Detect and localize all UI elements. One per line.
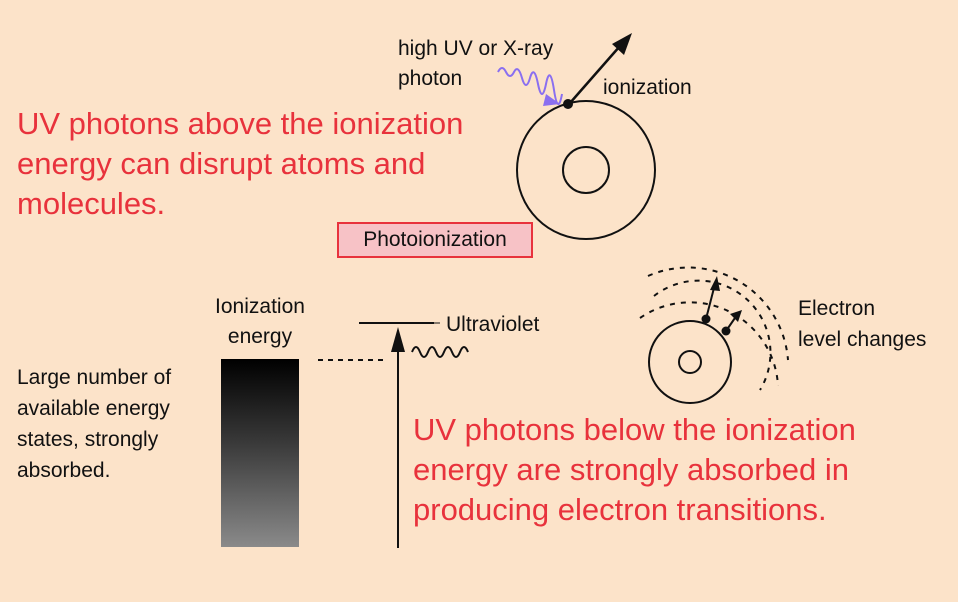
ultraviolet-label: Ultraviolet (446, 313, 540, 336)
electron-level-label: Electron level changes (798, 297, 927, 351)
photon-label: high UV or X-ray photon (398, 37, 554, 90)
energy-states-description: Large number of available energy states,… (17, 366, 172, 482)
ionization-label: ionization (603, 76, 692, 99)
ionization-arrow-head (612, 33, 632, 55)
atom-top-nucleus (562, 146, 610, 194)
dashed-level-1 (653, 279, 772, 391)
dashed-level-2 (639, 301, 779, 387)
energy-diagram (318, 322, 469, 548)
electron-arrow-2-head (730, 310, 742, 322)
atom-bottom (639, 266, 789, 404)
atom-bottom-nucleus (678, 350, 702, 374)
transition-arrow-head (391, 327, 405, 352)
dashed-level-3 (647, 266, 789, 361)
photon-wave-top (497, 67, 563, 105)
energy-states-bar (221, 359, 299, 547)
atom-bottom-outer-orbit (648, 320, 732, 404)
electron-arrow-1-head (710, 276, 720, 291)
atom-top-outer-orbit (516, 100, 656, 240)
ionization-energy-label: Ionization energy (215, 295, 305, 348)
uv-photon-wave (411, 346, 469, 358)
photoionization-badge: Photoionization (337, 222, 533, 258)
photon-arrow-head (543, 94, 560, 106)
photoionization-description: UV photons above the ionization energy c… (17, 106, 464, 221)
transitions-description: UV photons below the ionization energy a… (413, 412, 856, 527)
atom-top (497, 33, 656, 240)
